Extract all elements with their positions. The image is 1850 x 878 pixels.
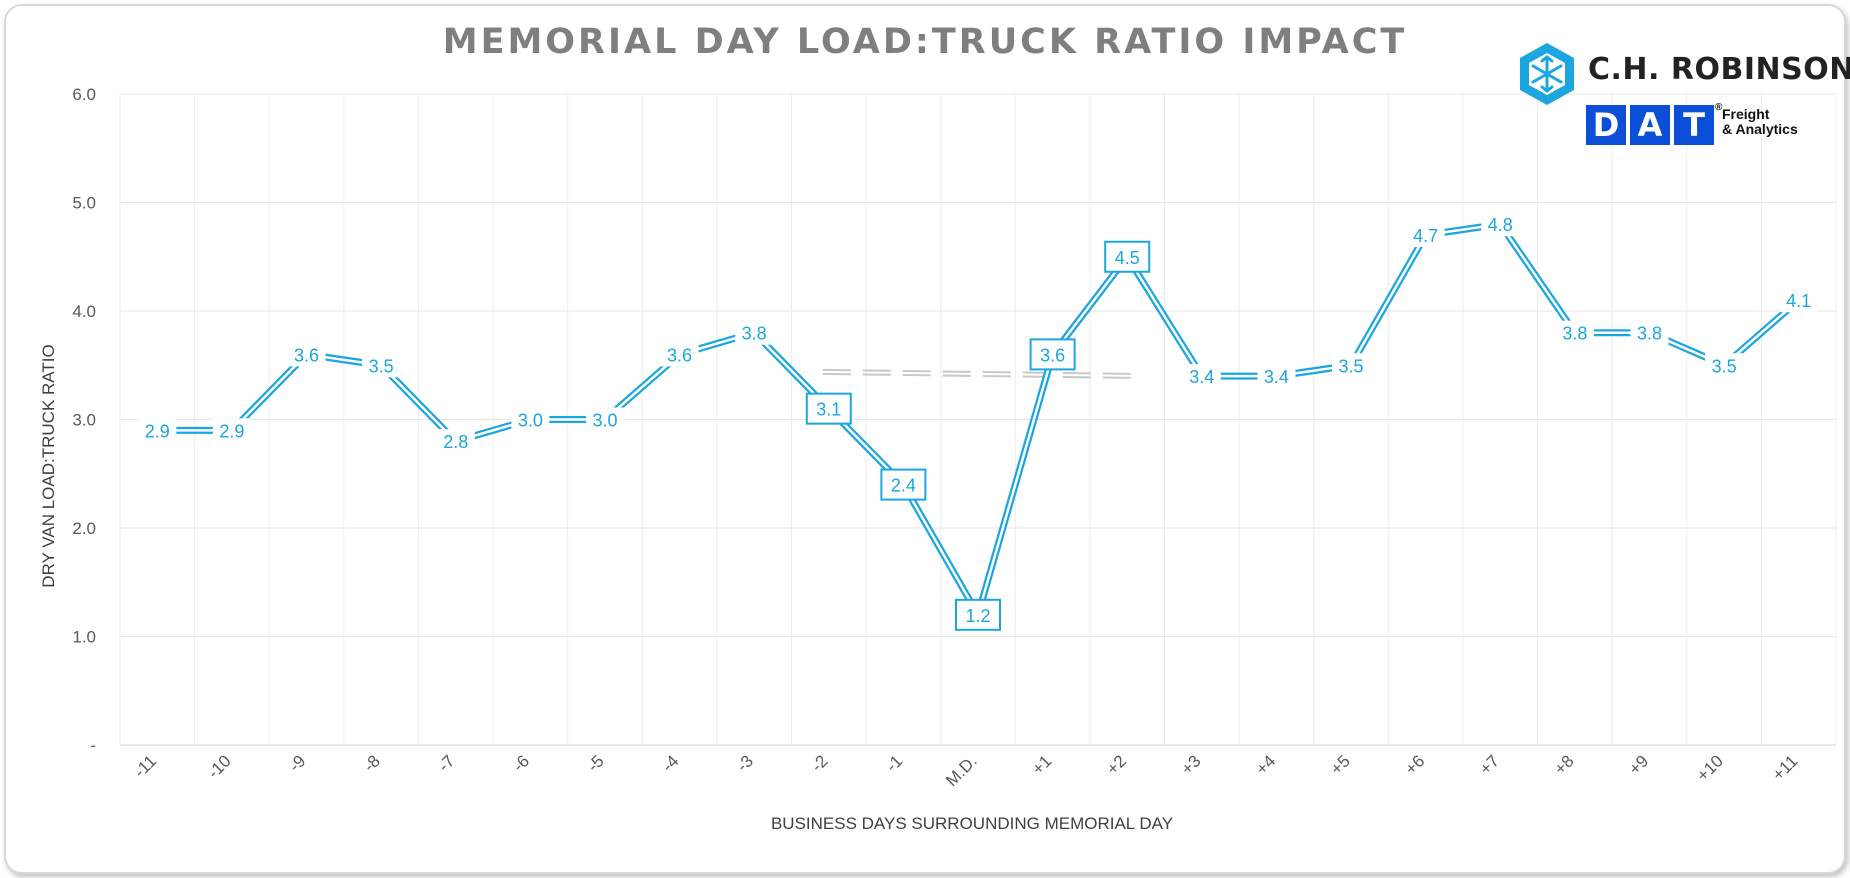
data-label: 4.5 [1115,248,1140,268]
y-tick-label: 4.0 [72,302,96,321]
data-label-box [1029,338,1076,371]
data-label-bg [1332,353,1371,378]
data-label-bg [436,429,475,454]
data-label-bg [660,342,699,367]
data-label: 3.8 [1562,324,1587,344]
data-label: 3.6 [1040,345,1065,365]
dat-letter-t: T [1674,105,1714,145]
data-label: 1.2 [965,606,990,626]
x-tick-label: -1 [882,751,906,775]
x-tick-label: +4 [1252,751,1279,778]
data-label-bg [585,407,624,432]
y-tick-label: - [90,736,96,755]
data-label-bg [138,418,177,443]
data-label: 3.1 [816,400,841,420]
data-label: 3.4 [1189,367,1214,387]
data-label-bg [212,418,251,443]
data-label: 3.0 [592,411,617,431]
chr-hexagon-icon [1520,43,1574,105]
y-axis-label: DRY VAN LOAD:TRUCK RATIO [39,344,58,587]
dat-subtitle-line-1: Freight [1722,106,1770,122]
y-tick-label: 3.0 [72,411,96,430]
x-tick-label: +1 [1028,751,1055,778]
x-tick-label: -11 [130,751,160,781]
x-tick-label: -6 [509,751,533,775]
data-label-box [955,598,1001,631]
x-tick-label: +7 [1476,751,1503,778]
y-tick-label: 1.0 [72,628,96,647]
data-label: 2.9 [145,421,170,441]
data-label: 3.4 [1264,367,1289,387]
x-tick-label: +2 [1103,751,1130,778]
average-line-stroke [822,368,1136,375]
data-label-box [880,468,927,501]
x-tick-label: -4 [658,751,682,775]
data-labels: 2.9 2.9 3.6 3.5 2.8 3.0 3.0 3.6 3.8 3.1 2.4 1.2 3.6 4… [138,212,1818,631]
x-tick-label: -9 [285,751,309,775]
data-label-bg [1630,320,1669,345]
chart-frame [4,4,1846,874]
data-label: 2.4 [891,476,916,496]
chr-logo: C.H. ROBINSON [1516,40,1850,110]
data-label: 3.6 [294,345,319,365]
x-tick-label: -7 [434,751,458,775]
data-label: 3.8 [1637,324,1662,344]
dat-letter-d: D [1586,105,1626,145]
average-line [822,368,1136,379]
data-label: 3.6 [667,345,692,365]
x-tick-label: -10 [204,751,235,782]
data-label-bg [1182,364,1221,389]
y-tick-label: 2.0 [72,519,96,538]
data-label-box [1104,240,1151,273]
x-tick-label: -8 [360,751,384,775]
x-tick-label: +9 [1625,751,1652,778]
chr-wordmark: C.H. ROBINSON [1588,52,1850,87]
dat-logo: D A T ® Freight & Analytics [1586,102,1826,149]
dat-registered-mark: ® [1715,102,1723,113]
x-tick-labels: -11 -10 -9 -8 -7 -6 -5 -4 -3 -2 -1 M.D. +1 +2 +3 +4 +5 +6… [130,751,1801,790]
x-axis-label: BUSINESS DAYS SURROUNDING MEMORIAL DAY [771,814,1173,833]
average-line-stroke [822,372,1136,379]
data-label-bg [1705,353,1744,378]
x-tick-label: -5 [584,751,608,775]
x-tick-label: +8 [1551,751,1578,778]
dat-subtitle-line-2: & Analytics [1722,121,1798,137]
chart-title: MEMORIAL DAY LOAD:TRUCK RATIO IMPACT [442,22,1408,62]
grid-lines [119,93,1837,746]
data-label-bg [511,407,550,432]
data-label-bg [1257,364,1296,389]
x-tick-label: +5 [1327,751,1354,778]
data-label: 4.8 [1488,215,1513,235]
data-label: 3.5 [369,356,394,376]
data-label-bg [1481,212,1520,237]
data-label-bg [287,342,326,367]
data-label: 3.5 [1339,356,1364,376]
data-label-bg [735,320,774,345]
x-tick-label: M.D. [942,751,981,790]
data-label: 3.5 [1712,356,1737,376]
dat-subtitle: Freight & Analytics [1722,107,1798,137]
x-tick-label: +10 [1693,751,1727,785]
y-tick-label: 6.0 [72,85,96,104]
y-tick-label: 5.0 [72,194,96,213]
x-tick-label: +3 [1178,751,1205,778]
data-label: 4.1 [1786,291,1811,311]
data-label: 3.8 [742,324,767,344]
data-label: 2.9 [219,421,244,441]
dat-letter-a: A [1630,105,1670,145]
data-label: 3.0 [518,411,543,431]
x-tick-label: -3 [733,751,757,775]
data-label: 2.8 [443,432,468,452]
x-tick-label: +11 [1769,751,1802,784]
data-label-bg [1779,288,1818,313]
y-tick-labels: - 1.0 2.0 3.0 4.0 5.0 6.0 [72,85,96,755]
data-label-box [805,392,852,425]
data-label: 4.7 [1413,226,1438,246]
x-tick-label: +6 [1401,751,1428,778]
x-tick-label: -2 [807,751,831,775]
data-label-bg [362,353,401,378]
data-label-bg [1555,320,1594,345]
data-label-bg [1406,223,1445,248]
